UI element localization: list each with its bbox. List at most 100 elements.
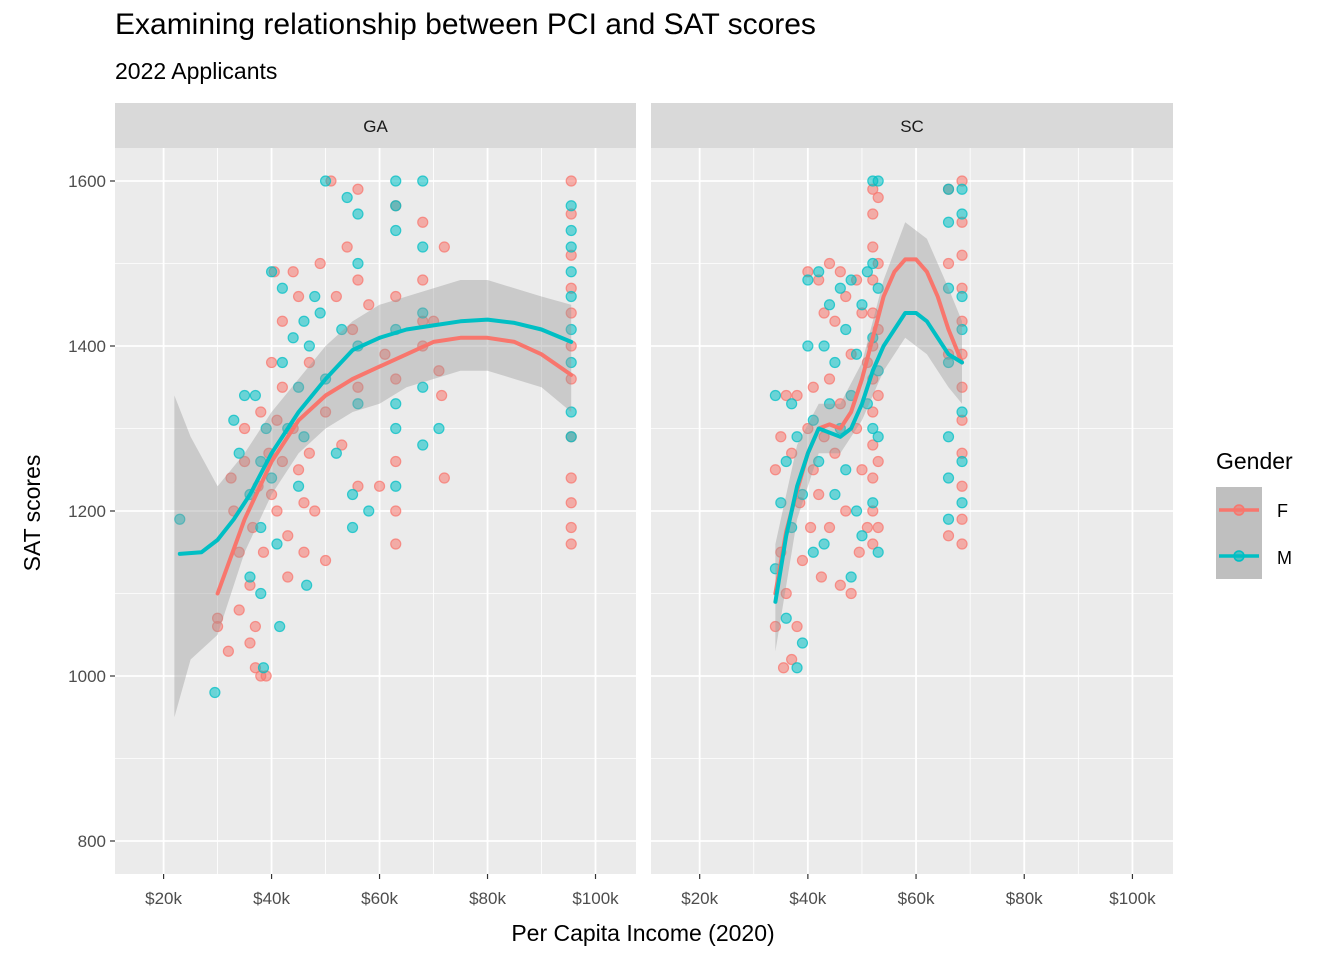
data-point-f [390, 505, 402, 517]
data-point-m [956, 455, 968, 468]
data-point-f [856, 464, 868, 476]
data-point-m [233, 447, 245, 459]
data-point-f [804, 521, 817, 534]
data-point-m [352, 257, 364, 270]
data-point-f [769, 620, 782, 633]
data-point-f [823, 257, 836, 270]
data-point-m [829, 488, 841, 501]
data-point-f [867, 439, 879, 451]
data-point-f [276, 455, 288, 468]
data-point-f [780, 587, 792, 600]
chart-subtitle: 2022 Applicants [115, 58, 278, 84]
data-point-f [225, 472, 237, 484]
facet-panels: GA $20k $40k $60k $80k $100k 800 1000 1200 1400 16… [68, 103, 1173, 908]
data-point-m [390, 422, 402, 435]
y-tick-label: 1200 [68, 502, 106, 521]
legend-label-f: F [1277, 501, 1288, 521]
data-point-f [352, 274, 364, 286]
data-point-m [390, 175, 402, 187]
data-point-m [834, 282, 846, 294]
data-point-m [298, 431, 310, 443]
data-point-f [282, 571, 294, 583]
x-tick-label: $20k [145, 889, 182, 908]
data-point-f [352, 381, 364, 393]
data-point-m [352, 398, 364, 410]
data-point-m [244, 571, 256, 583]
data-point-f [292, 464, 305, 476]
data-point-f [433, 365, 445, 377]
data-point-m [276, 282, 288, 294]
data-point-f [565, 307, 577, 319]
y-tick-label: 1400 [68, 337, 106, 356]
data-point-f [298, 497, 310, 509]
data-point-f [238, 455, 251, 468]
data-point-f [319, 406, 332, 418]
data-point-m [872, 431, 884, 443]
data-point-m [807, 546, 819, 558]
y-tick-label: 1000 [68, 667, 106, 686]
data-point-m [856, 299, 868, 311]
x-tick-label: $80k [1006, 889, 1043, 908]
data-point-m [942, 282, 955, 294]
data-point-f [807, 381, 819, 393]
data-point-m [956, 497, 968, 509]
data-point-f [233, 604, 245, 616]
data-point-m [942, 356, 955, 369]
data-point-m [417, 381, 429, 393]
data-point-m [840, 323, 852, 336]
data-point-m [850, 348, 863, 360]
data-point-f [249, 620, 261, 633]
data-point-f [330, 290, 342, 303]
data-point-f [265, 356, 278, 369]
data-point-f [257, 546, 270, 558]
data-point-f [390, 538, 402, 550]
data-point-f [211, 612, 224, 624]
data-point-f [813, 488, 825, 501]
data-point-m [829, 356, 841, 369]
data-point-f [390, 373, 402, 385]
data-point-m [942, 513, 955, 525]
data-point-m [565, 323, 577, 336]
data-point-f [796, 554, 809, 567]
data-point-m [260, 422, 272, 435]
data-point-f [341, 241, 353, 253]
data-point-m [274, 620, 286, 633]
data-point-m [956, 406, 968, 418]
data-point-f [872, 455, 884, 468]
data-point-m [807, 414, 819, 426]
data-point-m [565, 241, 577, 253]
data-point-f [336, 439, 348, 451]
data-point-f [565, 175, 577, 187]
data-point-f [861, 521, 873, 534]
data-point-f [829, 447, 841, 459]
data-point-m [565, 431, 577, 443]
data-point-m [314, 307, 326, 319]
data-point-m [856, 530, 868, 542]
data-point-f [379, 348, 391, 360]
data-point-f [829, 315, 841, 327]
data-point-m [301, 579, 313, 591]
data-point-m [433, 422, 445, 435]
y-tick-label: 800 [78, 832, 106, 851]
data-point-m [298, 315, 310, 327]
data-point-f [373, 480, 386, 492]
data-point-m [956, 183, 968, 195]
data-point-f [319, 554, 332, 567]
data-point-m [265, 266, 278, 278]
confidence-band-sc [775, 222, 962, 652]
data-point-f [853, 546, 865, 558]
data-point-m [209, 686, 221, 699]
data-point-m [287, 332, 299, 344]
smooth-line-m [177, 317, 574, 556]
data-point-f [282, 530, 294, 542]
data-point-f [834, 579, 846, 591]
data-point-f [956, 538, 968, 550]
data-point-f [818, 307, 830, 319]
facet-strip-label-sc: SC [900, 117, 924, 136]
smooth-line-f [215, 335, 574, 596]
data-point-m [823, 299, 836, 311]
data-point-f [303, 447, 315, 459]
data-point-m [417, 439, 429, 451]
data-point-f [956, 480, 968, 492]
